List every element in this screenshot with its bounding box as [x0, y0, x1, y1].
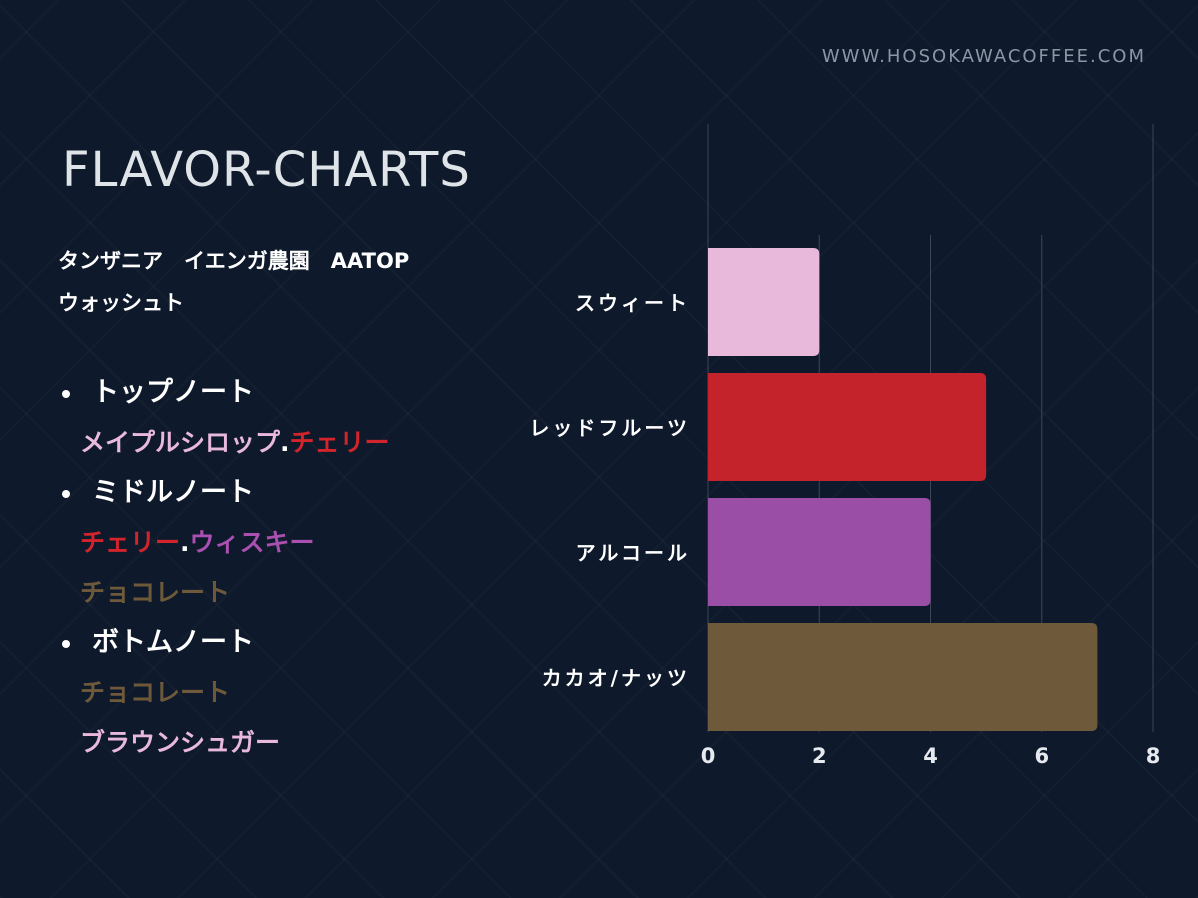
- flavor-notes: トップノート メイプルシロップ.チェリー ミドルノート チェリー.ウィスキー チ…: [62, 368, 482, 768]
- page-title: FLAVOR-CHARTS: [62, 142, 471, 198]
- bullet-icon: [62, 640, 70, 648]
- category-label: スウィート: [575, 291, 690, 315]
- x-tick-label: 8: [1146, 744, 1161, 768]
- bottom-note-line-1: チョコレート: [62, 668, 482, 718]
- note-text: チェリー: [80, 528, 181, 557]
- note-text: メイプルシロップ: [80, 428, 281, 457]
- x-tick-label: 4: [923, 744, 938, 768]
- category-label: アルコール: [576, 541, 690, 565]
- x-tick-label: 2: [812, 744, 827, 768]
- bullet-icon: [62, 490, 70, 498]
- x-tick-label: 6: [1034, 744, 1049, 768]
- x-tick-label: 0: [701, 744, 716, 768]
- site-url: WWW.HOSOKAWACOFFEE.COM: [821, 46, 1146, 67]
- bottom-note-heading: ボトムノート: [62, 618, 482, 668]
- bullet-icon: [62, 390, 70, 398]
- note-text: ブラウンシュガー: [80, 728, 281, 757]
- top-note-label: トップノート: [92, 377, 254, 408]
- bottom-note-label: ボトムノート: [92, 627, 254, 658]
- note-separator: .: [280, 428, 290, 457]
- note-text: チョコレート: [80, 578, 231, 607]
- note-text: チェリー: [289, 428, 390, 457]
- note-text: ウィスキー: [189, 528, 315, 557]
- top-note-heading: トップノート: [62, 368, 482, 418]
- coffee-name: タンザニア イエンガ農園 AATOP ウォッシュト: [58, 249, 410, 315]
- note-text: チョコレート: [80, 678, 231, 707]
- bar: [708, 498, 931, 606]
- middle-note-line-2: チョコレート: [62, 568, 482, 618]
- bottom-note-line-2: ブラウンシュガー: [62, 718, 482, 768]
- bar: [708, 248, 820, 356]
- middle-note-line-1: チェリー.ウィスキー: [62, 518, 482, 568]
- middle-note-label: ミドルノート: [92, 477, 254, 508]
- category-label: カカオ/ナッツ: [542, 666, 690, 690]
- top-note-line-1: メイプルシロップ.チェリー: [62, 418, 482, 468]
- middle-note-heading: ミドルノート: [62, 468, 482, 518]
- note-separator: .: [180, 528, 190, 557]
- category-label: レッドフルーツ: [529, 416, 690, 440]
- bar: [708, 623, 1098, 731]
- bar: [708, 373, 987, 481]
